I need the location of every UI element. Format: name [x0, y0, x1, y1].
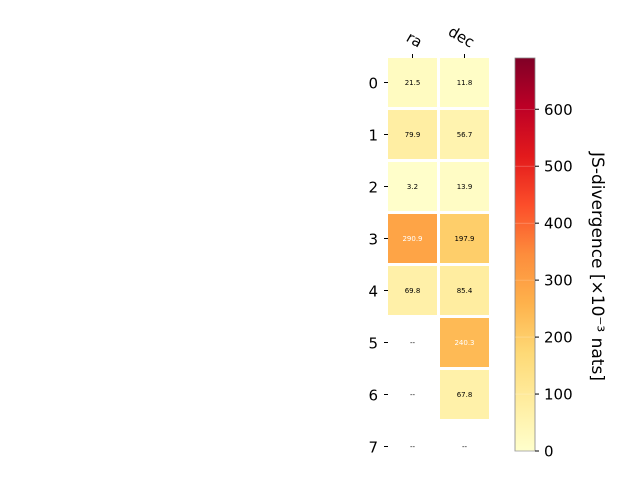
cell-label-r7-c1: -- — [462, 443, 468, 451]
colorbar-tick-label: 600 — [544, 101, 573, 119]
cell-label-r2-c0: 3.2 — [407, 183, 418, 191]
cell-label-r0-c0: 21.5 — [405, 79, 421, 87]
row-label-2: 2 — [368, 179, 378, 197]
heatmap-cell-r1-c1 — [440, 110, 489, 159]
row-label-5: 5 — [368, 335, 378, 353]
row-label-7: 7 — [368, 439, 378, 457]
heatmap-cell-r3-c0 — [388, 214, 437, 263]
heatmap-cell-r2-c1 — [440, 162, 489, 211]
cell-label-r1-c0: 79.9 — [405, 131, 421, 139]
colorbar: 0 100 200 300 400 500 600 JS-divergence [×10⁻³ … — [514, 57, 607, 461]
cell-label-r4-c1: 85.4 — [457, 287, 473, 295]
row-tick-labels: 0 1 2 3 4 5 6 7 — [368, 75, 388, 457]
row-label-4: 4 — [368, 283, 378, 301]
heatmap-cell-r1-c0 — [388, 110, 437, 159]
cell-label-r6-c1: 67.8 — [457, 391, 473, 399]
heatmap-cell-r0-c1 — [440, 58, 489, 107]
cell-label-r0-c1: 11.8 — [457, 79, 473, 87]
colorbar-tick-label: 500 — [544, 158, 573, 176]
colorbar-tick-label: 400 — [544, 215, 573, 233]
heatmap-cells: 21.5 11.8 79.9 56.7 3.2 13.9 290.9 197.9 69.8 85.… — [388, 58, 489, 451]
heatmap-cell-r2-c0 — [388, 162, 437, 211]
heatmap-cell-r0-c0 — [388, 58, 437, 107]
row-label-6: 6 — [368, 387, 378, 405]
row-label-1: 1 — [368, 127, 378, 145]
colorbar-gradient — [514, 57, 536, 452]
colorbar-tick-label: 300 — [544, 272, 573, 290]
cell-label-r3-c0: 290.9 — [402, 235, 422, 243]
cell-label-r6-c0: -- — [410, 391, 416, 399]
colorbar-label: JS-divergence [×10⁻³ nats] — [587, 151, 607, 381]
colorbar-tick-label: 0 — [544, 443, 554, 461]
heatmap-cell-r3-c1 — [440, 214, 489, 263]
column-label-dec: dec — [445, 22, 477, 51]
colorbar-tick-label: 200 — [544, 329, 573, 347]
cell-label-r5-c1: 240.3 — [454, 339, 474, 347]
row-label-0: 0 — [368, 75, 378, 93]
cell-label-r2-c1: 13.9 — [457, 183, 473, 191]
cell-label-r3-c1: 197.9 — [454, 235, 474, 243]
column-tick-labels: ra dec — [403, 22, 478, 58]
cell-label-r4-c0: 69.8 — [405, 287, 421, 295]
cell-label-r5-c0: -- — [410, 339, 416, 347]
colorbar-tick-label: 100 — [544, 386, 573, 404]
heatmap-cell-r4-c1 — [440, 266, 489, 315]
heatmap-cell-r4-c0 — [388, 266, 437, 315]
row-label-3: 3 — [368, 231, 378, 249]
cell-label-r7-c0: -- — [410, 443, 416, 451]
cell-label-r1-c1: 56.7 — [457, 131, 473, 139]
heatmap-cell-r5-c1 — [440, 318, 489, 367]
heatmap-cell-r6-c1 — [440, 370, 489, 419]
column-label-ra: ra — [403, 28, 425, 51]
